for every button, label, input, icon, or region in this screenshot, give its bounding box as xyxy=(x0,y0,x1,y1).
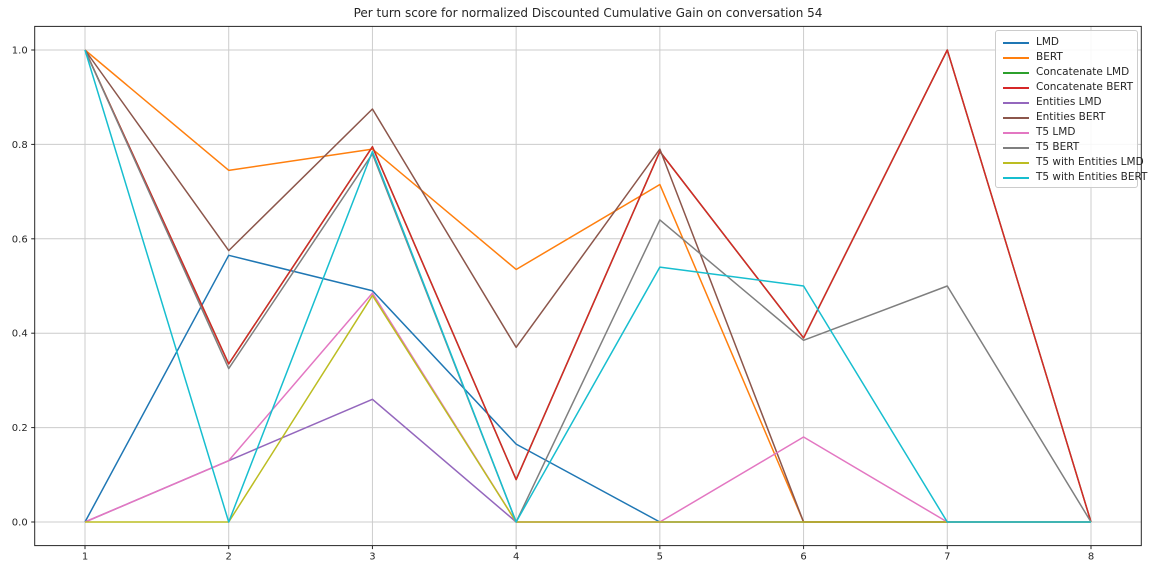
series-line-t5-bert xyxy=(84,49,1092,523)
legend-item-concatenate-lmd: Concatenate LMD xyxy=(996,65,1137,80)
series-line-t5-with-entities-bert xyxy=(84,49,1091,523)
legend: LMD BERT Concatenate LMD Concatenate BERT En… xyxy=(995,30,1147,188)
legend-item-t5-with-entities-bert: T5 with Entities BERT xyxy=(996,170,1147,185)
y-tick-label: 1.0 xyxy=(12,46,28,57)
legend-label: Entities LMD xyxy=(1036,96,1102,109)
legend-label: Concatenate LMD xyxy=(1036,66,1130,79)
x-tick-label: 6 xyxy=(800,552,806,563)
x-tick-label: 8 xyxy=(1088,552,1094,563)
y-tick-label: 0.2 xyxy=(12,423,28,434)
legend-item-bert: BERT xyxy=(996,50,1137,65)
legend-line-swatch xyxy=(1003,176,1029,179)
series-line-concatenate-bert xyxy=(84,49,1092,523)
legend-label: T5 with Entities LMD xyxy=(1036,156,1144,169)
legend-label: T5 BERT xyxy=(1036,141,1080,154)
x-tick-label: 1 xyxy=(82,552,88,563)
legend-line-swatch xyxy=(1003,71,1029,74)
legend-item-entities-bert: Entities BERT xyxy=(996,110,1137,125)
legend-line-swatch xyxy=(1003,146,1029,149)
legend-item-t5-lmd: T5 LMD xyxy=(996,125,1137,140)
legend-item-lmd: LMD xyxy=(996,35,1137,50)
y-tick-label: 0.0 xyxy=(12,518,28,529)
legend-item-entities-lmd: Entities LMD xyxy=(996,95,1137,110)
series-line-t5-with-entities-lmd xyxy=(85,294,1091,523)
legend-line-swatch xyxy=(1003,56,1029,59)
legend-label: T5 with Entities BERT xyxy=(1036,171,1148,184)
y-tick-label: 0.8 xyxy=(12,140,28,151)
x-tick-label: 3 xyxy=(369,552,375,563)
legend-item-t5-with-entities-lmd: T5 with Entities LMD xyxy=(996,155,1144,170)
series-line-lmd xyxy=(84,254,1091,523)
legend-item-concatenate-bert: Concatenate BERT xyxy=(996,80,1137,95)
y-tick-label: 0.6 xyxy=(12,234,28,245)
legend-line-swatch xyxy=(1003,161,1029,164)
legend-label: LMD xyxy=(1036,36,1059,49)
x-tick-label: 2 xyxy=(226,552,232,563)
series-line-t5-lmd xyxy=(84,292,1091,523)
legend-label: Entities BERT xyxy=(1036,111,1106,124)
x-tick-label: 4 xyxy=(513,552,519,563)
x-tick-label: 7 xyxy=(944,552,950,563)
chart-title: Per turn score for normalized Discounted… xyxy=(354,6,823,20)
legend-line-swatch xyxy=(1003,116,1029,119)
legend-line-swatch xyxy=(1003,101,1029,104)
x-tick-label: 5 xyxy=(657,552,663,563)
legend-label: T5 LMD xyxy=(1036,126,1076,139)
y-tick-label: 0.4 xyxy=(12,329,28,340)
legend-line-swatch xyxy=(1003,41,1029,44)
legend-item-t5-bert: T5 BERT xyxy=(996,140,1137,155)
axes-spines xyxy=(34,25,1142,547)
legend-line-swatch xyxy=(1003,131,1029,134)
legend-line-swatch xyxy=(1003,86,1029,89)
legend-label: Concatenate BERT xyxy=(1036,81,1133,94)
legend-label: BERT xyxy=(1036,51,1063,64)
